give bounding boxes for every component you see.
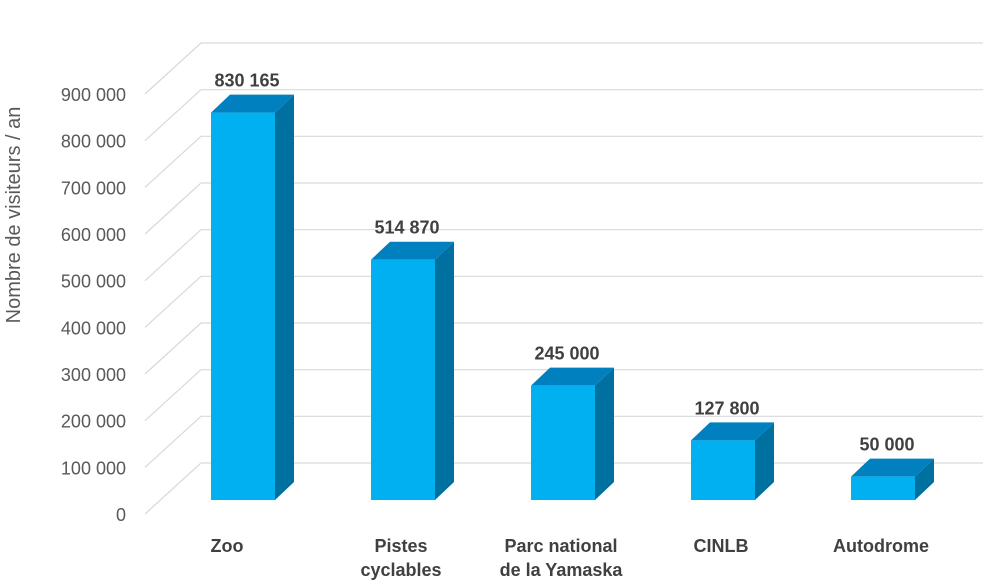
y-tick-label: 300 000 xyxy=(61,365,126,385)
y-tick-label: 800 000 xyxy=(61,132,126,152)
bar xyxy=(691,422,774,500)
data-label: 245 000 xyxy=(534,344,599,364)
bar-front xyxy=(531,385,595,500)
bar-front xyxy=(851,476,915,500)
bar-front xyxy=(691,440,755,500)
data-label: 127 800 xyxy=(694,398,759,418)
gridline-diagonal xyxy=(144,275,202,328)
x-tick-label: Zoo xyxy=(211,536,244,556)
bar xyxy=(371,241,454,500)
y-tick-label: 600 000 xyxy=(61,225,126,245)
bar-side xyxy=(275,94,294,501)
data-label: 830 165 xyxy=(214,71,279,91)
x-tick-label: CINLB xyxy=(694,536,749,556)
bar-top xyxy=(371,241,454,260)
bar xyxy=(531,367,614,500)
gridline-diagonal xyxy=(144,369,202,422)
bar-front xyxy=(371,259,435,500)
x-axis-labels: Zoo Pistes cyclables Parc national de la Yam… xyxy=(211,536,930,580)
y-tick-label: 200 000 xyxy=(61,412,126,432)
bar-side xyxy=(755,422,774,500)
y-axis-title: Nombre de visiteurs / an xyxy=(3,107,25,324)
x-tick-label: Parc national xyxy=(504,536,617,556)
bar-side xyxy=(595,367,614,500)
y-tick-label: 100 000 xyxy=(61,458,126,478)
gridline-diagonal xyxy=(144,42,202,95)
bar xyxy=(211,94,294,501)
y-tick-label: 400 000 xyxy=(61,318,126,338)
data-label: 50 000 xyxy=(859,435,914,455)
gridline-diagonal xyxy=(144,229,202,282)
bar-top xyxy=(531,367,614,386)
bar-side xyxy=(915,458,934,500)
bars xyxy=(211,94,934,501)
gridline-diagonal xyxy=(144,182,202,235)
y-tick-label: 900 000 xyxy=(61,85,126,105)
y-tick-label: 500 000 xyxy=(61,272,126,292)
data-labels: 830 165 514 870 245 000 127 800 50 000 xyxy=(214,71,914,455)
bar-side xyxy=(435,241,454,500)
x-tick-label: cyclables xyxy=(360,560,441,580)
gridline-diagonal xyxy=(144,89,202,142)
bar-top xyxy=(211,94,294,113)
bar-front xyxy=(211,112,275,501)
x-tick-label: Autodrome xyxy=(833,536,929,556)
gridline-diagonal xyxy=(144,415,202,468)
gridline-diagonal xyxy=(144,322,202,375)
bar-top xyxy=(691,422,774,441)
bar-top xyxy=(851,458,934,477)
gridline-diagonal xyxy=(144,462,202,515)
x-tick-label: de la Yamaska xyxy=(500,560,624,580)
bar xyxy=(851,458,934,500)
y-tick-label: 700 000 xyxy=(61,178,126,198)
y-tick-label: 0 xyxy=(116,505,126,525)
y-axis-ticks: 0 100 000 200 000 300 000 400 000 500 000 600 … xyxy=(61,85,126,525)
data-label: 514 870 xyxy=(374,218,439,238)
x-tick-label: Pistes xyxy=(374,536,427,556)
gridline-diagonal xyxy=(144,135,202,188)
